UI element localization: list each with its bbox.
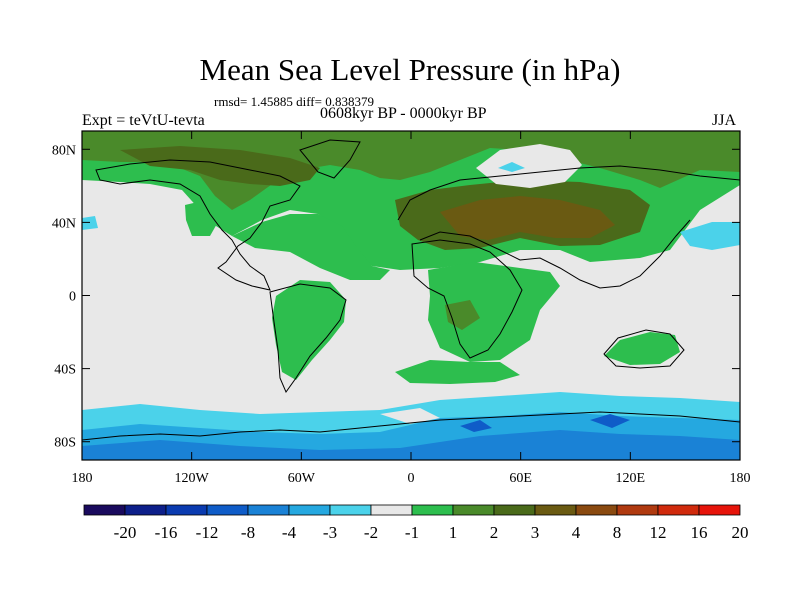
- lat-label: 80S: [54, 436, 76, 451]
- antarctic-dark-patch: [590, 414, 630, 428]
- antarctic-neutral-patch: [380, 408, 440, 424]
- stats-text: rmsd= 1.45885 diff= 0.838379: [214, 94, 374, 109]
- colorbar-label: 16: [691, 523, 708, 542]
- lon-label: 120E: [616, 471, 646, 486]
- period-label: 0608kyr BP - 0000kyr BP: [320, 105, 487, 122]
- colorbar-label: -12: [196, 523, 219, 542]
- colorbar: -20 -16 -12 -8 -4 -3 -2 -1 1 2 3 4 8 12 16 20: [83, 504, 749, 542]
- colorbar-swatch: [616, 504, 659, 516]
- season-label: JJA: [712, 112, 737, 129]
- colorbar-swatch: [206, 504, 249, 516]
- colorbar-swatch: [575, 504, 618, 516]
- australia-coast: [603, 329, 685, 369]
- colorbar-swatch: [83, 504, 126, 516]
- northern-dark-region: [82, 131, 740, 210]
- colorbar-label: 3: [531, 523, 540, 542]
- colorbar-label: -3: [323, 523, 337, 542]
- colorbar-swatch: [534, 504, 577, 516]
- page-title: Mean Sea Level Pressure (in hPa): [199, 52, 621, 87]
- south-atlantic-positive: [395, 360, 520, 384]
- lon-label: 60E: [509, 471, 532, 486]
- colorbar-label: -1: [405, 523, 419, 542]
- colorbar-label: 12: [650, 523, 667, 542]
- australia-positive: [604, 332, 680, 365]
- arctic-neutral-patch: [476, 144, 582, 188]
- east-pacific-negative: [680, 222, 740, 250]
- lon-label: 120W: [175, 471, 210, 486]
- antarctica-coast: [82, 411, 740, 441]
- colorbar-label: -4: [282, 523, 297, 542]
- lon-label: 180: [72, 471, 93, 486]
- latitude-axis: 80N 40N 0 40S 80S: [52, 143, 740, 451]
- west-pacific-negative: [82, 216, 98, 230]
- map-field: [82, 131, 740, 460]
- north-america-coast: [95, 159, 301, 291]
- coastlines: [82, 139, 740, 441]
- lon-label: 60W: [288, 471, 316, 486]
- colorbar-label: 8: [613, 523, 622, 542]
- colorbar-swatch: [657, 504, 700, 516]
- africa-positive: [428, 262, 560, 362]
- colorbar-label: 1: [449, 523, 458, 542]
- eurasia-brown-region: [440, 196, 615, 240]
- antarctic-dark-patch-2: [460, 420, 492, 432]
- colorbar-swatch: [124, 504, 167, 516]
- colorbar-swatch: [493, 504, 536, 516]
- experiment-label: Expt = teVtU-tevta: [82, 112, 205, 129]
- colorbar-swatch: [288, 504, 331, 516]
- southern-ocean-strong-negative: [82, 430, 740, 460]
- north-america-dark-region: [120, 146, 320, 186]
- pacific-positive-patch: [185, 198, 222, 236]
- atlantic-positive-band: [232, 214, 390, 280]
- colorbar-swatch: [698, 504, 741, 516]
- lat-label: 40S: [54, 363, 76, 378]
- arctic-cyan-patch: [498, 162, 525, 172]
- colorbar-swatch: [452, 504, 495, 516]
- lat-label: 40N: [52, 216, 76, 231]
- colorbar-label: -20: [114, 523, 137, 542]
- colorbar-label: 2: [490, 523, 499, 542]
- colorbar-label: -2: [364, 523, 378, 542]
- colorbar-swatch: [329, 504, 372, 516]
- greenland-coast: [299, 139, 361, 179]
- south-america-positive: [272, 280, 346, 380]
- africa-coast: [411, 239, 523, 359]
- lat-label: 80N: [52, 143, 76, 158]
- colorbar-label: -8: [241, 523, 255, 542]
- colorbar-swatch: [165, 504, 208, 516]
- south-america-coast: [269, 283, 347, 394]
- lat-label: 0: [69, 290, 76, 305]
- colorbar-swatch: [370, 504, 413, 516]
- colorbar-swatch: [411, 504, 454, 516]
- colorbar-label: 4: [572, 523, 581, 542]
- colorbar-label: 20: [732, 523, 749, 542]
- lon-label: 0: [408, 471, 415, 486]
- colorbar-label: -16: [155, 523, 178, 542]
- colorbar-swatch: [247, 504, 290, 516]
- lon-label: 180: [730, 471, 751, 486]
- europe-asia-coast: [397, 165, 740, 289]
- longitude-axis: 180 120W 60W 0 60E 120E 180: [72, 131, 751, 486]
